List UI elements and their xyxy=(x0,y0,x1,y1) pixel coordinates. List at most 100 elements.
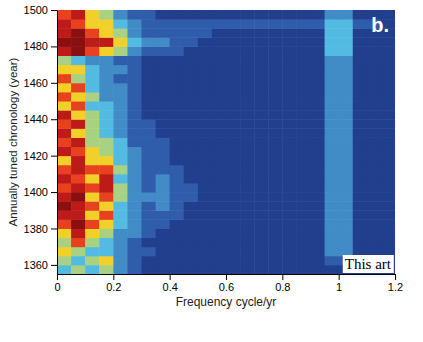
heat-cell xyxy=(113,28,128,38)
heat-cell xyxy=(226,10,241,20)
heat-cell xyxy=(57,165,72,175)
heat-cell xyxy=(85,247,100,257)
y-tick-label: 1420 xyxy=(24,150,48,162)
heat-cell xyxy=(325,110,340,120)
heat-cell xyxy=(325,165,340,175)
heat-cell xyxy=(254,256,269,266)
heat-cell xyxy=(127,210,142,220)
heat-cell xyxy=(254,183,269,193)
heat-cell xyxy=(282,101,297,111)
heat-cell xyxy=(240,165,255,175)
heat-cell xyxy=(226,247,241,257)
heat-cell xyxy=(127,19,142,29)
heat-cell xyxy=(156,46,171,56)
heat-cell xyxy=(381,201,395,211)
heat-cell xyxy=(296,192,311,202)
heat-cell xyxy=(198,110,213,120)
heat-cell xyxy=(254,219,269,229)
heat-cell xyxy=(226,165,241,175)
heat-cell xyxy=(71,56,86,66)
heat-cell xyxy=(198,128,213,138)
heat-cell xyxy=(240,247,255,257)
heat-cell xyxy=(142,247,157,257)
heat-cell xyxy=(339,46,354,56)
heat-cell xyxy=(339,174,354,184)
heat-cell xyxy=(57,228,72,238)
heat-cell xyxy=(268,219,283,229)
heat-cell xyxy=(311,128,326,138)
heat-cell xyxy=(127,101,142,111)
heat-cell xyxy=(339,10,354,20)
heat-cell xyxy=(339,83,354,93)
heat-cell xyxy=(127,92,142,102)
x-axis: 00.20.40.60.811.2 xyxy=(54,274,403,293)
heat-cell xyxy=(184,110,199,120)
heat-cell xyxy=(113,147,128,157)
heat-cell xyxy=(339,28,354,38)
heat-cell xyxy=(311,147,326,157)
heat-cell xyxy=(170,219,185,229)
heat-cell xyxy=(57,65,72,75)
heat-cell xyxy=(240,37,255,47)
heat-cell xyxy=(156,165,171,175)
heat-cell xyxy=(184,37,199,47)
heat-cell xyxy=(254,228,269,238)
heat-cell xyxy=(127,165,142,175)
y-tick: 1400 xyxy=(24,186,57,198)
heat-cell xyxy=(367,192,382,202)
heat-cell xyxy=(353,110,368,120)
heat-cell xyxy=(296,210,311,220)
heat-cell xyxy=(212,183,227,193)
heat-cell xyxy=(71,37,86,47)
heat-cell xyxy=(142,110,157,120)
plot: 00.20.40.60.811.213601380140014201440146… xyxy=(7,4,403,309)
heat-cell xyxy=(240,210,255,220)
heat-cell xyxy=(71,147,86,157)
heat-cell xyxy=(226,128,241,138)
heat-cell xyxy=(325,74,340,84)
heat-cell xyxy=(127,183,142,193)
x-tick-mark xyxy=(282,274,283,280)
heat-cell xyxy=(353,65,368,75)
x-tick: 0.6 xyxy=(219,274,234,293)
x-tick-mark xyxy=(395,274,396,280)
heat-cell xyxy=(325,46,340,56)
annotation-patch xyxy=(343,255,394,273)
x-tick: 0.4 xyxy=(163,274,178,293)
heat-cell xyxy=(296,174,311,184)
heat-cell xyxy=(381,37,395,47)
heat-cell xyxy=(268,137,283,147)
heat-cell xyxy=(353,37,368,47)
y-tick: 1360 xyxy=(24,259,57,271)
heat-cell xyxy=(226,228,241,238)
heat-cell xyxy=(325,228,340,238)
heat-cell xyxy=(127,147,142,157)
heat-cell xyxy=(85,174,100,184)
heat-cell xyxy=(226,92,241,102)
heat-cell xyxy=(212,119,227,129)
heat-cell xyxy=(268,65,283,75)
heat-cell xyxy=(85,228,100,238)
heat-cell xyxy=(367,65,382,75)
heat-cell xyxy=(325,37,340,47)
heat-cell xyxy=(367,210,382,220)
heat-cell xyxy=(156,210,171,220)
heat-cell xyxy=(381,46,395,56)
heat-cell xyxy=(226,174,241,184)
heat-cell xyxy=(296,65,311,75)
heat-cell xyxy=(142,265,157,274)
heat-cell xyxy=(268,128,283,138)
heat-cell xyxy=(282,228,297,238)
heat-cell xyxy=(127,28,142,38)
heat-cell xyxy=(184,156,199,166)
heat-cell xyxy=(142,101,157,111)
heat-cell xyxy=(367,46,382,56)
heat-cell xyxy=(156,28,171,38)
heat-cell xyxy=(311,156,326,166)
heat-cell xyxy=(296,256,311,266)
heat-cell xyxy=(325,101,340,111)
heat-cell xyxy=(325,128,340,138)
heat-cell xyxy=(296,156,311,166)
heat-cell xyxy=(311,174,326,184)
heat-cell xyxy=(184,92,199,102)
